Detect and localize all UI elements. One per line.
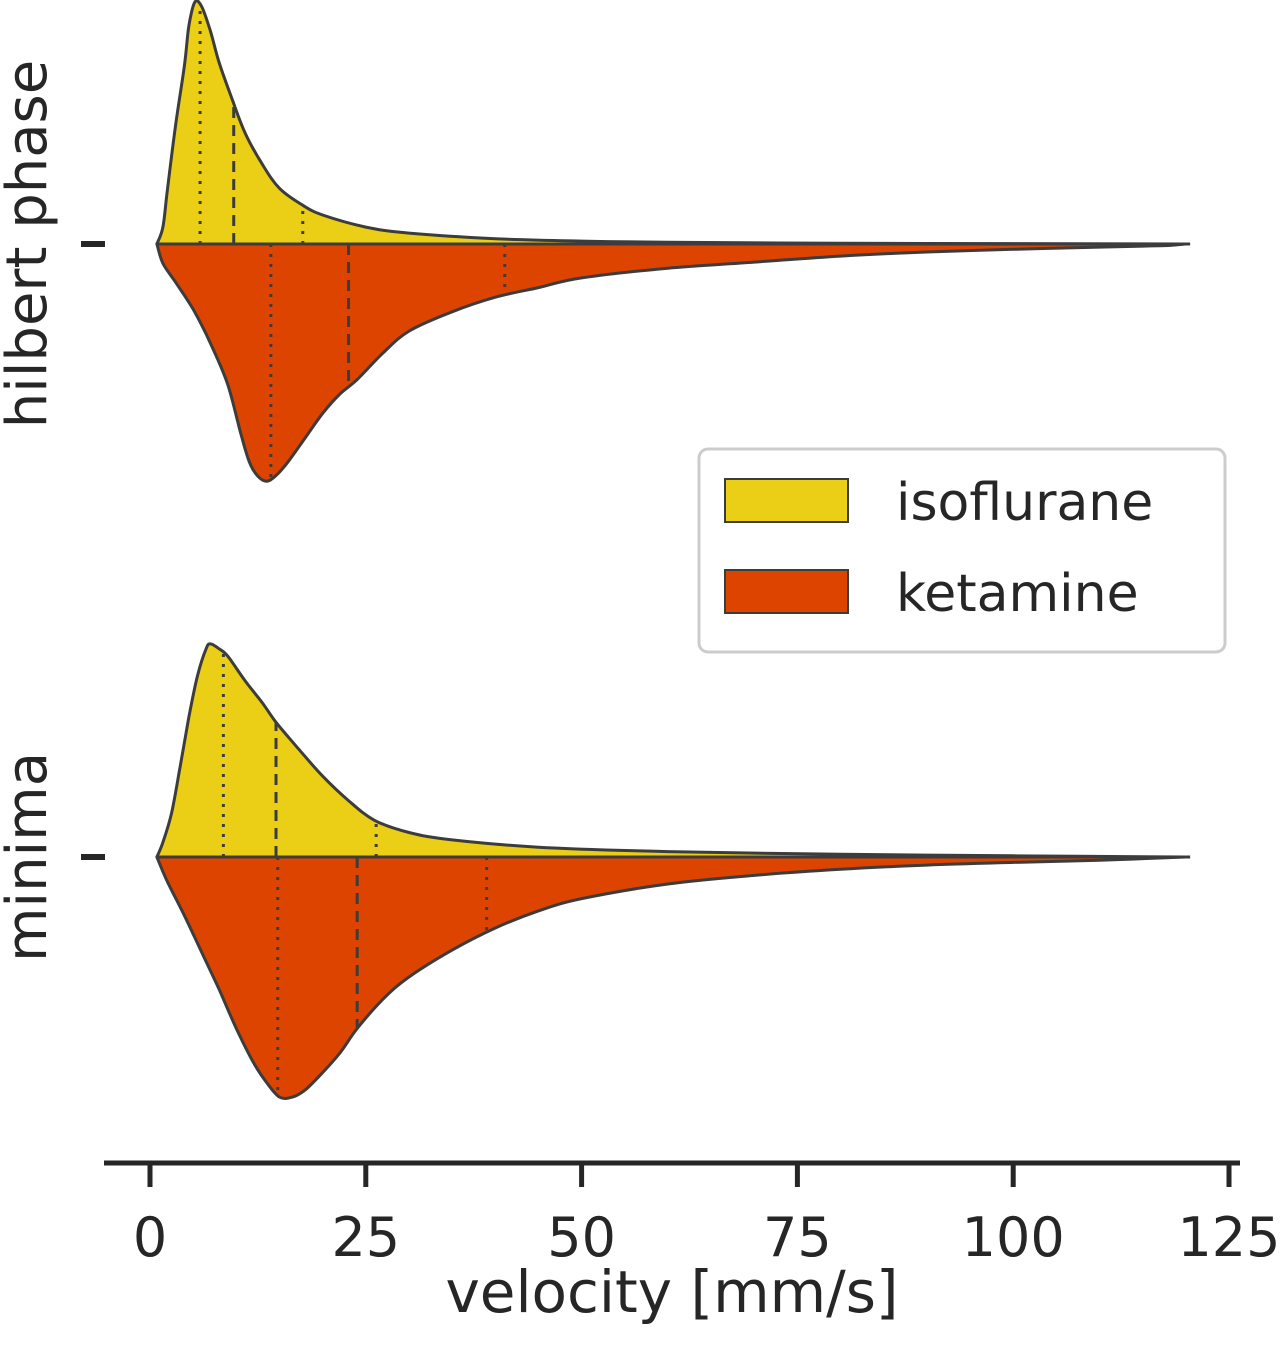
legend: isoflurane ketamine [697,447,1227,654]
violins-layer [155,0,1191,1100]
x-tick-label-125: 125 [1177,1206,1280,1269]
x-tick-label-50: 50 [547,1206,616,1269]
x-tick-label-0: 0 [133,1206,167,1269]
legend-swatch-ketamine [724,569,849,614]
x-tick-label-100: 100 [962,1206,1065,1269]
violin-ketamine-minima [155,855,1188,1100]
y-tick-label-hilbert-phase: hilbert phase [0,60,60,428]
x-axis-label: velocity [mm/s] [445,1258,898,1326]
y-tick-label-minima: minima [0,752,60,962]
x-tick-label-25: 25 [331,1206,400,1269]
violin-body-ketamine-hilbert-phase [155,242,1188,483]
violin-body-isoflurane-minima [155,642,1188,859]
y-axis: hilbert phase minima [0,60,105,962]
violin-isoflurane-hilbert-phase [155,0,1188,246]
legend-swatch-isoflurane [724,478,849,523]
legend-label-isoflurane: isoflurane [896,473,1153,533]
x-axis: velocity [mm/s] 0 25 50 75 100 125 [104,1160,1281,1326]
violin-ketamine-hilbert-phase [155,242,1188,483]
legend-label-ketamine: ketamine [896,564,1139,624]
violin-isoflurane-minima [155,642,1188,859]
violin-body-ketamine-minima [155,855,1188,1100]
x-tick-label-75: 75 [763,1206,832,1269]
violin-body-isoflurane-hilbert-phase [155,0,1188,246]
